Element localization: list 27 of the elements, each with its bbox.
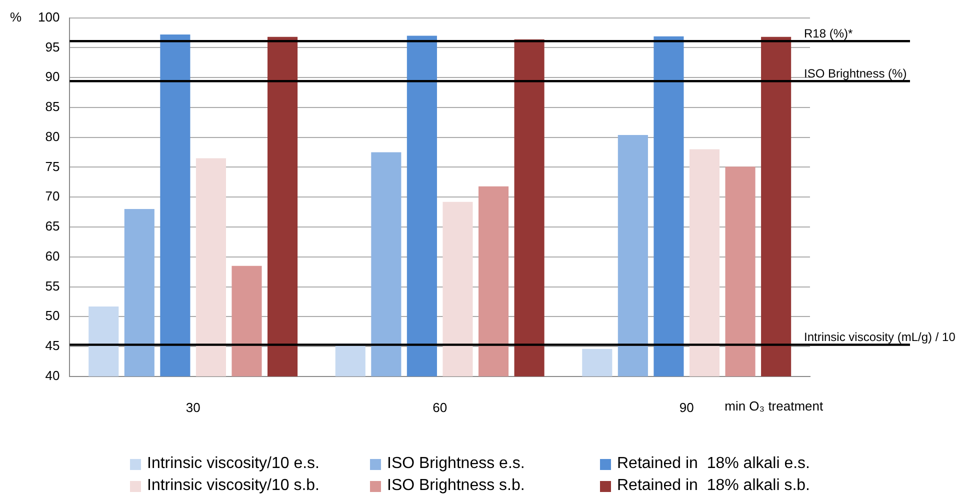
- legend-label: Retained in 18% alkali e.s.: [617, 454, 810, 474]
- ref-line-label: R18 (%)*: [804, 26, 854, 40]
- y-tick-label: 45: [45, 338, 60, 354]
- x-tick-label: 90: [679, 400, 694, 415]
- ref-line-label: ISO Brightness (%): [804, 66, 907, 80]
- x-tick-label: 60: [432, 400, 448, 415]
- ref-line-label: Intrinsic viscosity (mL/g) / 10: [804, 330, 956, 344]
- y-tick-label: 100: [38, 9, 60, 24]
- y-tick-label: 60: [45, 248, 60, 264]
- y-tick-label: 90: [45, 69, 60, 84]
- y-tick-label: 65: [45, 218, 60, 234]
- legend-label: ISO Brightness e.s.: [387, 454, 525, 474]
- x-axis-title: min O₃ treatment: [724, 398, 824, 414]
- legend-label: Retained in 18% alkali s.b.: [617, 476, 810, 496]
- legend-label: ISO Brightness s.b.: [387, 476, 525, 496]
- y-tick-label: 55: [45, 278, 60, 294]
- legend-label: Intrinsic viscosity/10 s.b.: [147, 476, 320, 496]
- y-tick-label: 70: [45, 188, 60, 204]
- y-axis-title: %: [10, 9, 22, 24]
- y-tick-label: 50: [45, 308, 60, 324]
- y-tick-label: 80: [45, 128, 60, 144]
- legend-label: Intrinsic viscosity/10 e.s.: [147, 454, 320, 474]
- y-tick-label: 40: [45, 368, 60, 383]
- y-tick-label: 85: [45, 99, 60, 114]
- x-tick-label: 30: [186, 400, 200, 415]
- y-tick-label: 95: [45, 39, 60, 54]
- y-tick-label: 75: [45, 158, 60, 174]
